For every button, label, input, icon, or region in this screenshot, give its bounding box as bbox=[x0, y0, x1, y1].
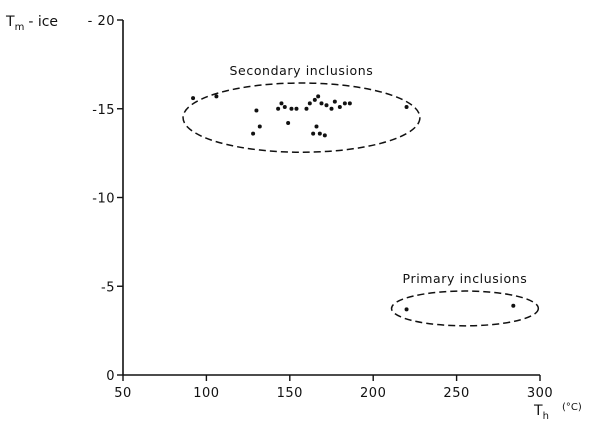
data-point bbox=[347, 101, 352, 106]
x-tick-label: 250 bbox=[443, 386, 469, 401]
x-axis-label: Th bbox=[533, 403, 549, 422]
data-point bbox=[329, 106, 334, 111]
data-point bbox=[214, 94, 219, 99]
annotations: Secondary inclusions Primary inclusions bbox=[230, 63, 528, 286]
data-point bbox=[254, 108, 259, 113]
data-point bbox=[342, 101, 347, 106]
x-tick-label: 100 bbox=[193, 386, 219, 401]
y-tick-label: -15 bbox=[92, 103, 115, 118]
data-point bbox=[294, 106, 299, 111]
data-point bbox=[282, 104, 287, 109]
data-point bbox=[324, 103, 329, 108]
y-axis-label: Tm - ice bbox=[5, 14, 58, 33]
x-tick-label: 200 bbox=[360, 386, 386, 401]
data-point bbox=[404, 104, 409, 109]
secondary-inclusions-label: Secondary inclusions bbox=[230, 63, 374, 78]
data-point bbox=[279, 101, 284, 106]
data-point bbox=[511, 303, 516, 308]
data-point bbox=[289, 106, 294, 111]
data-point bbox=[322, 133, 327, 138]
x-tick-label: 50 bbox=[114, 386, 132, 401]
data-point bbox=[316, 94, 321, 99]
data-point bbox=[304, 106, 309, 111]
data-point bbox=[286, 120, 291, 125]
data-point bbox=[276, 106, 281, 111]
data-point bbox=[317, 131, 322, 136]
data-point bbox=[311, 131, 316, 136]
y-tick-label: -5 bbox=[101, 280, 115, 295]
y-tick-label: - 20 bbox=[88, 14, 115, 29]
primary-inclusions-label: Primary inclusions bbox=[403, 271, 528, 286]
x-axis-unit: (°C) bbox=[562, 402, 582, 413]
data-point bbox=[337, 104, 342, 109]
data-point bbox=[307, 101, 312, 106]
group-envelopes bbox=[182, 82, 540, 327]
x-tick-label: 150 bbox=[277, 386, 303, 401]
x-axis: 50 100 150 200 250 300 bbox=[114, 374, 553, 401]
data-point bbox=[404, 307, 409, 312]
x-tick-label: 300 bbox=[527, 386, 553, 401]
y-axis: 0 -5 -10 -15 - 20 bbox=[88, 14, 124, 384]
data-point bbox=[314, 124, 319, 129]
data-point bbox=[251, 131, 256, 136]
data-point bbox=[257, 124, 262, 129]
data-point bbox=[191, 96, 196, 101]
group-envelope bbox=[182, 82, 421, 153]
group-envelope bbox=[390, 290, 540, 327]
y-tick-label: -10 bbox=[92, 192, 115, 207]
y-tick-label: 0 bbox=[106, 369, 115, 384]
data-points bbox=[191, 94, 516, 312]
data-point bbox=[332, 99, 337, 104]
data-point bbox=[312, 97, 317, 102]
data-point bbox=[319, 101, 324, 106]
